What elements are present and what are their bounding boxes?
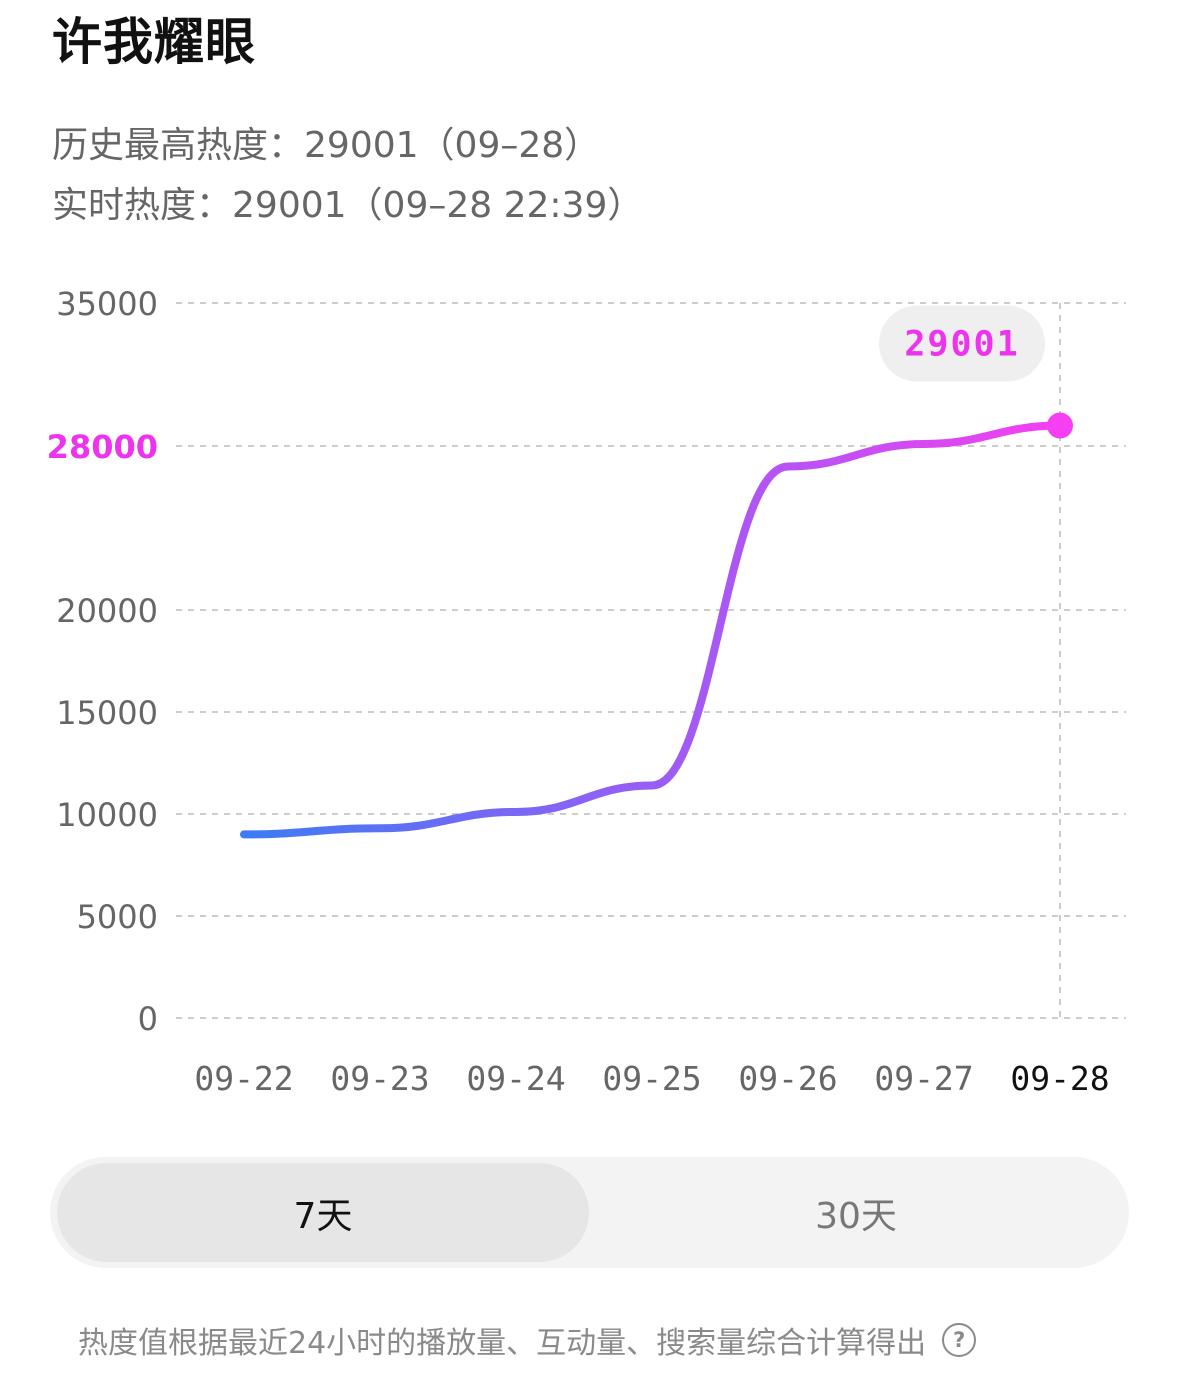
realtime-heat-value: 29001（09–28 22:39） <box>232 185 644 226</box>
page-title: 许我耀眼 <box>52 13 256 71</box>
x-tick-label: 09-24 <box>466 1059 565 1098</box>
x-tick-label: 09-26 <box>738 1059 837 1098</box>
footnote-text: 热度值根据最近24小时的播放量、互动量、搜索量综合计算得出 <box>78 1326 927 1361</box>
y-axis-ticks: 0 5000 10000 15000 20000 28000 35000 <box>47 285 158 1038</box>
y-tick-label: 20000 <box>56 592 158 630</box>
x-tick-label: 09-23 <box>330 1059 429 1098</box>
x-tick-label: 09-27 <box>874 1059 973 1098</box>
realtime-heat-line: 实时热度：29001（09–28 22:39） <box>52 176 643 228</box>
help-icon[interactable]: ? <box>942 1323 977 1357</box>
x-tick-label: 09-22 <box>194 1059 293 1098</box>
range-toggle: 7天 30天 <box>50 1157 1129 1268</box>
peak-heat-value: 29001（09–28） <box>304 125 601 166</box>
y-tick-label: 5000 <box>77 898 158 936</box>
x-tick-label: 09-28 <box>1010 1059 1109 1098</box>
value-callout-text: 29001 <box>904 325 1019 365</box>
series-layer <box>240 412 1073 839</box>
realtime-heat-label: 实时热度： <box>52 185 233 226</box>
grid-lines <box>176 302 1126 1019</box>
x-axis-ticks: 09-22 09-23 09-24 09-25 09-26 09-27 09-28 <box>194 1059 1109 1098</box>
range-option-30d[interactable]: 30天 <box>815 1195 897 1237</box>
peak-heat-label: 历史最高热度： <box>52 125 305 166</box>
footnote: 热度值根据最近24小时的播放量、互动量、搜索量综合计算得出 ? <box>78 1318 977 1362</box>
y-tick-label: 0 <box>138 1000 158 1038</box>
value-callout <box>879 305 1045 382</box>
callout-layer: 29001 <box>879 305 1045 382</box>
heat-series-line <box>240 421 1064 839</box>
latest-point <box>1047 412 1073 439</box>
y-tick-label: 28000 <box>47 428 158 466</box>
y-tick-label: 15000 <box>56 694 158 732</box>
y-tick-label: 10000 <box>56 796 158 834</box>
y-tick-label: 35000 <box>56 285 158 323</box>
x-tick-label: 09-25 <box>602 1059 701 1098</box>
peak-heat-line: 历史最高热度：29001（09–28） <box>52 116 600 168</box>
range-option-7d[interactable]: 7天 <box>57 1163 589 1262</box>
